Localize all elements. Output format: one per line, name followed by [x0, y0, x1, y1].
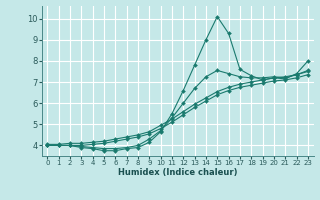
X-axis label: Humidex (Indice chaleur): Humidex (Indice chaleur) — [118, 168, 237, 177]
